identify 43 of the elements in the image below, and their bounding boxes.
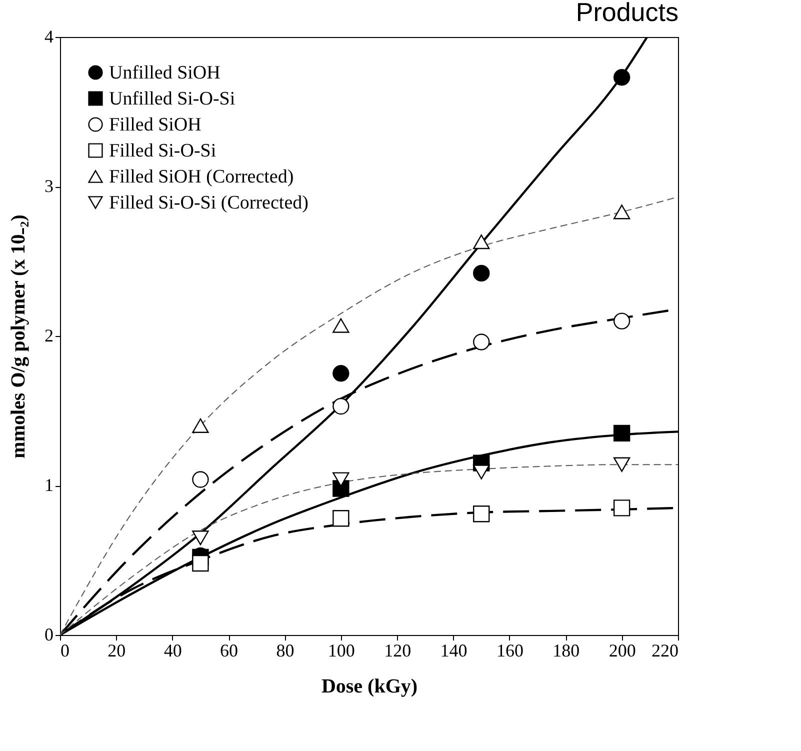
x-tick-label: 220 bbox=[652, 640, 678, 660]
y-tick-label: 3 bbox=[44, 176, 54, 196]
x-tick-label: 140 bbox=[440, 640, 468, 660]
x-tick-label: 20 bbox=[108, 640, 126, 660]
y-tick-label: 2 bbox=[44, 326, 54, 346]
y-tick-label: 0 bbox=[44, 624, 54, 644]
x-tick-label: 80 bbox=[276, 640, 294, 660]
point bbox=[332, 398, 350, 415]
x-tick-label: 200 bbox=[608, 640, 636, 660]
point bbox=[332, 318, 350, 333]
x-tick-label: 40 bbox=[164, 640, 182, 660]
point bbox=[192, 418, 209, 434]
x-tick-label: 120 bbox=[384, 640, 412, 660]
point bbox=[192, 554, 209, 572]
y-axis-title: mmoles O/g polymer (x 10₋₂) bbox=[8, 214, 30, 458]
legend-label: Filled Si-O-Si (Corrected) bbox=[109, 192, 308, 214]
point bbox=[192, 530, 209, 546]
y-tick-label: 4 bbox=[44, 26, 54, 46]
legend-label: Filled SiOH bbox=[109, 114, 202, 136]
chart-title: Products bbox=[576, 0, 678, 27]
point bbox=[473, 264, 490, 282]
x-axis-title: Dose (kGy) bbox=[321, 676, 418, 698]
legend-label: Filled Si-O-Si bbox=[109, 140, 216, 162]
point bbox=[332, 472, 350, 487]
x-tick-label: 180 bbox=[552, 640, 580, 660]
point bbox=[473, 234, 490, 250]
point bbox=[332, 365, 350, 382]
point bbox=[473, 464, 490, 480]
legend-label: Unfilled Si-O-Si bbox=[109, 88, 236, 110]
point bbox=[613, 500, 630, 516]
point bbox=[332, 510, 350, 527]
point bbox=[613, 69, 630, 86]
point bbox=[613, 424, 630, 442]
point bbox=[613, 204, 630, 220]
point bbox=[613, 457, 630, 472]
point bbox=[473, 506, 490, 522]
x-tick-label: 160 bbox=[496, 640, 524, 660]
x-tick-label: 60 bbox=[220, 640, 238, 660]
legend-label: Filled SiOH (Corrected) bbox=[109, 166, 294, 188]
legend-label: Unfilled SiOH bbox=[109, 62, 221, 84]
x-tick-label: 0 bbox=[60, 640, 70, 660]
y-tick-label: 1 bbox=[44, 475, 54, 495]
x-tick-label: 100 bbox=[328, 640, 355, 660]
